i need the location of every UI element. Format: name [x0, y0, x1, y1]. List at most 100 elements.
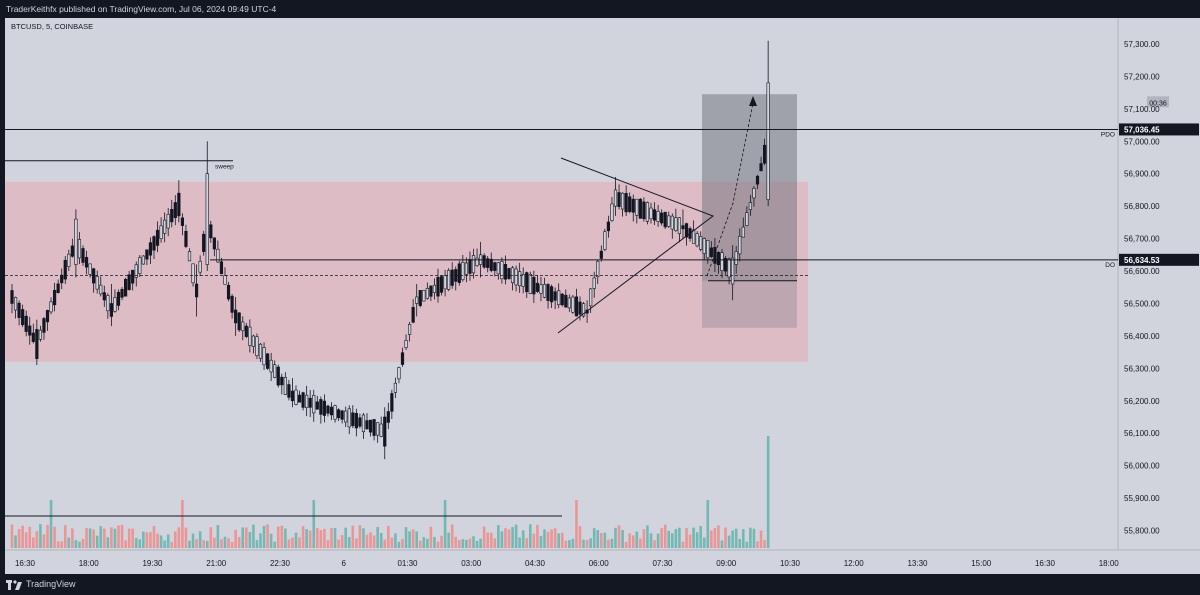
volume-bar [10, 524, 14, 548]
volume-bar [340, 535, 344, 548]
footer-bar: TradingView [0, 574, 1200, 595]
volume-bar [266, 524, 269, 548]
volume-bar [564, 540, 568, 548]
volume-bar [14, 535, 17, 548]
candle-body [762, 144, 767, 164]
x-tick-label: 10:30 [780, 559, 801, 568]
candle-body [546, 284, 550, 301]
volume-bar [507, 529, 511, 548]
volume-bar [479, 538, 482, 548]
candle-body [134, 264, 138, 278]
candle-body [322, 400, 327, 416]
x-tick-label: 18:00 [1099, 559, 1120, 568]
candle-body [60, 274, 64, 284]
volume-bar [21, 525, 24, 548]
candle-body [138, 257, 142, 274]
candle-body [532, 276, 536, 295]
candle-body [681, 225, 685, 230]
candle-body [280, 376, 284, 386]
pdo-price-text: 57,036.45 [1124, 125, 1160, 134]
volume-bar [422, 537, 426, 548]
y-tick-label: 57,200.00 [1124, 72, 1160, 81]
candle-body [198, 260, 202, 273]
candle-body [674, 217, 678, 231]
candle-body [557, 290, 561, 306]
candle-body [368, 419, 373, 433]
volume-bar [223, 536, 227, 548]
volume-bar [74, 540, 78, 548]
candle-body [415, 296, 419, 304]
volume-bar [298, 537, 301, 548]
volume-bar [166, 534, 170, 548]
volume-bar [330, 528, 333, 548]
volume-bar [319, 530, 323, 548]
candle-body [439, 276, 444, 293]
x-tick-label: 16:30 [15, 559, 36, 568]
volume-bar [443, 500, 447, 548]
volume-bar [624, 541, 628, 548]
candle-body [571, 296, 575, 313]
candle-body [223, 275, 227, 285]
volume-bar [273, 541, 276, 548]
volume-bar [617, 525, 621, 548]
volume-bar [372, 535, 376, 548]
volume-bar [156, 533, 159, 548]
candle-body [628, 196, 632, 212]
candle-body [535, 282, 539, 292]
volume-bar [447, 532, 450, 548]
candle-body [70, 245, 74, 257]
candle-body [670, 215, 674, 230]
candle-body [226, 284, 231, 300]
candle-body [372, 419, 376, 436]
volume-bar [539, 536, 543, 548]
candle-body [691, 229, 696, 244]
volume-bar [536, 524, 539, 548]
volume-bar [685, 528, 688, 548]
candle-body [503, 264, 508, 280]
volume-bar [663, 524, 667, 548]
countdown-badge [1147, 96, 1169, 108]
volume-bar [110, 527, 113, 548]
candle-body [766, 82, 770, 200]
candle-body [567, 297, 571, 309]
volume-bar [124, 540, 127, 548]
candle-body [727, 258, 731, 278]
volume-bar [404, 527, 408, 548]
volume-bar [202, 540, 205, 548]
candle-body [525, 272, 529, 293]
volume-bar [362, 528, 365, 548]
candle-body [10, 290, 14, 304]
volume-bar [706, 500, 710, 548]
candle-body [209, 224, 213, 239]
volume-bar [287, 539, 291, 548]
y-tick-label: 56,400.00 [1124, 332, 1160, 341]
candle-body [379, 423, 383, 437]
x-tick-label: 19:30 [142, 559, 163, 568]
volume-bar [724, 527, 727, 548]
sweep-label: sweep [215, 164, 234, 171]
volume-bar [67, 537, 71, 548]
volume-bar [284, 528, 287, 548]
candle-body [652, 209, 657, 221]
candle-body [660, 212, 664, 224]
volume-bar [553, 528, 557, 548]
price-chart[interactable]: BTCUSD, 5, COINBASE 16:30 18:00 19:30 21:00 2… [5, 18, 1200, 574]
volume-bar [103, 528, 106, 548]
volume-bar [621, 530, 624, 548]
volume-bar [46, 524, 49, 548]
volume-bar [582, 539, 585, 548]
candle-body [390, 393, 394, 412]
volume-bar [241, 527, 245, 548]
volume-bar [301, 526, 305, 548]
candle-body [383, 416, 387, 447]
volume-bar [99, 526, 103, 548]
volume-bar [85, 528, 88, 548]
y-tick-label: 56,800.00 [1124, 202, 1160, 211]
volume-bar [17, 529, 21, 548]
volume-bar [291, 537, 294, 548]
tradingview-logo[interactable]: TradingView [6, 574, 76, 595]
volume-bar [734, 528, 738, 548]
volume-bar [213, 537, 216, 548]
x-tick-label: 06:00 [589, 559, 610, 568]
candle-body [638, 198, 642, 219]
